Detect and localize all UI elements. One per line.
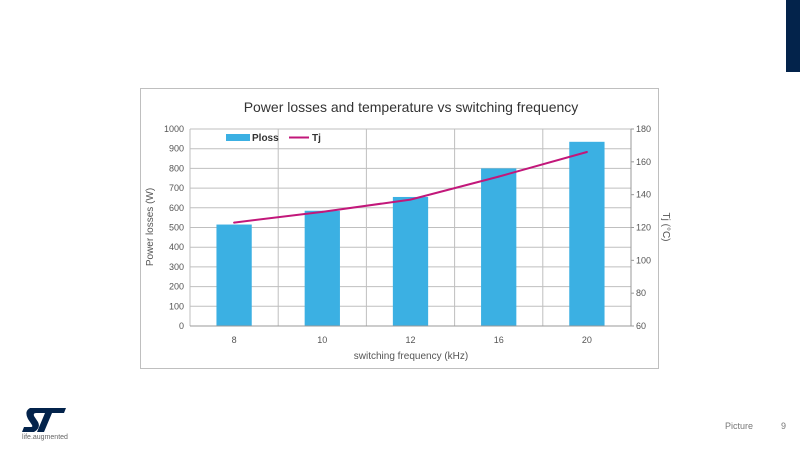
y-tick-label: 200 xyxy=(169,282,184,292)
corner-accent-bar xyxy=(786,0,800,72)
x-axis-label: switching frequency (kHz) xyxy=(354,351,468,362)
legend-swatch-ploss xyxy=(226,134,250,141)
y2-tick-label: 60 xyxy=(636,321,646,331)
x-tick-label: 20 xyxy=(582,335,592,345)
y2-axis-label: Tj (°C) xyxy=(660,213,671,242)
point-tj xyxy=(409,198,412,201)
bar-ploss xyxy=(304,210,340,326)
y-tick-label: 600 xyxy=(169,203,184,213)
y-tick-label: 700 xyxy=(169,183,184,193)
bar-ploss xyxy=(569,141,605,326)
y2-tick-label: 180 xyxy=(636,124,651,134)
x-tick-label: 16 xyxy=(494,335,504,345)
brand-tagline: life.augmented xyxy=(22,434,68,441)
bar-ploss xyxy=(481,168,517,326)
point-tj xyxy=(233,221,236,224)
chart-svg: Power losses and temperature vs switchin… xyxy=(145,99,671,362)
y2-tick-label: 160 xyxy=(636,157,651,167)
point-tj xyxy=(497,175,500,178)
bar-ploss xyxy=(392,196,429,326)
y-tick-label: 100 xyxy=(169,301,184,311)
footer-label: Picture xyxy=(725,421,754,431)
y2-tick-label: 140 xyxy=(636,190,651,200)
chart: Power losses and temperature vs switchin… xyxy=(140,88,671,369)
y2-tick-label: 120 xyxy=(636,223,651,233)
x-tick-label: 10 xyxy=(317,335,327,345)
y-axis-label: Power losses (W) xyxy=(145,188,156,266)
y2-tick-label: 80 xyxy=(636,288,646,298)
legend-label-ploss: Ploss xyxy=(252,133,279,144)
x-tick-label: 8 xyxy=(232,335,237,345)
y-tick-label: 500 xyxy=(169,223,184,233)
point-tj xyxy=(585,150,588,153)
page-number: 9 xyxy=(781,421,787,431)
y-tick-label: 900 xyxy=(169,144,184,154)
x-tick-label: 12 xyxy=(405,335,415,345)
st-logo xyxy=(22,408,66,432)
y2-tick-label: 100 xyxy=(636,255,651,265)
y-tick-label: 0 xyxy=(179,321,184,331)
y-tick-label: 1000 xyxy=(164,124,184,134)
chart-title: Power losses and temperature vs switchin… xyxy=(244,99,579,115)
legend-label-tj: Tj xyxy=(312,133,321,144)
y-tick-label: 400 xyxy=(169,242,184,252)
y-tick-label: 300 xyxy=(169,262,184,272)
point-tj xyxy=(321,210,324,213)
y-tick-label: 800 xyxy=(169,163,184,173)
bar-ploss xyxy=(216,224,252,326)
